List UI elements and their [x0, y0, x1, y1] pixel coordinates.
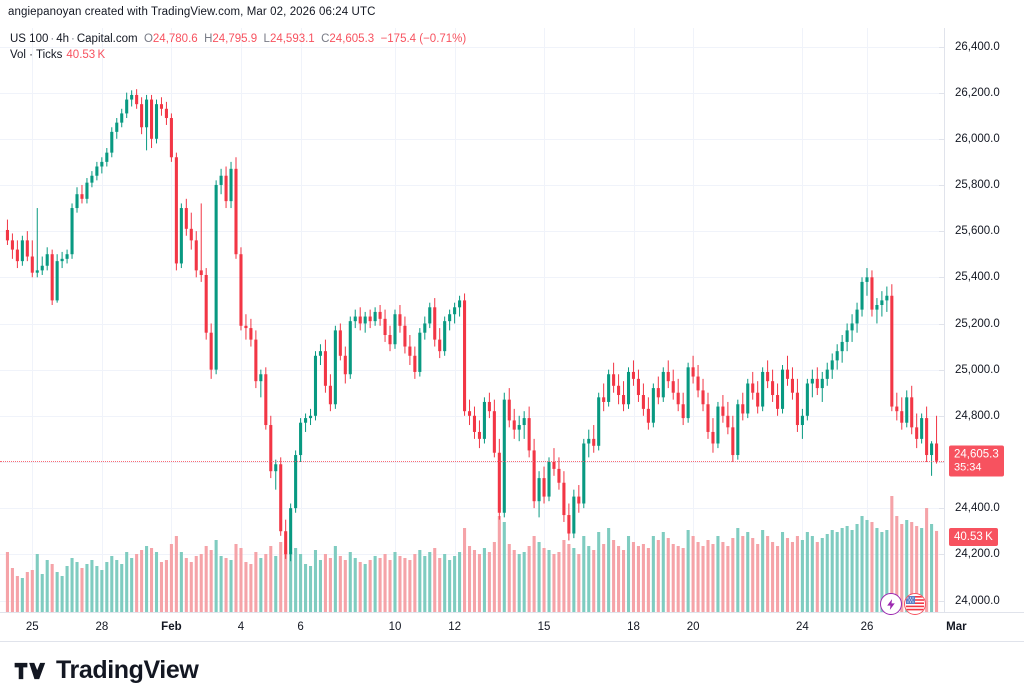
price-axis-tick-mark — [939, 138, 945, 140]
time-axis-tick-label: 4 — [237, 621, 245, 633]
grid-line-vertical — [300, 28, 302, 612]
lightning-bolt-icon[interactable] — [880, 593, 902, 615]
price-axis-tick-mark — [939, 415, 945, 417]
grid-line-vertical — [633, 28, 635, 612]
price-axis-tick-mark — [939, 46, 945, 48]
volume-series — [5, 496, 939, 612]
current-volume-value: 40.53 K — [954, 530, 993, 543]
grid-line-horizontal — [0, 369, 944, 371]
grid-line-horizontal — [0, 462, 944, 463]
price-axis-tick-label: 25,200.0 — [955, 317, 1000, 330]
grid-line-horizontal — [0, 323, 944, 325]
price-axis-tick-label: 25,800.0 — [955, 179, 1000, 191]
candlestick-series — [5, 89, 939, 562]
price-axis-tick-label: 26,000.0 — [955, 132, 1000, 145]
grid-line-vertical — [101, 28, 103, 612]
grid-line-vertical — [802, 28, 804, 612]
current-volume-badge: 40.53 K — [949, 527, 998, 546]
price-axis-tick-label: 24,000.0 — [955, 594, 1000, 607]
time-axis-tick-label: 6 — [297, 621, 304, 633]
price-axis-tick-mark — [939, 600, 945, 602]
price-axis-tick-mark — [939, 323, 945, 325]
price-axis-tick-mark — [939, 508, 945, 510]
time-axis-tick-label: 12 — [448, 621, 461, 633]
price-axis-tick-mark — [939, 185, 945, 186]
price-axis-tick-label: 25,000.0 — [955, 363, 1000, 376]
price-axis-tick-label: 24,200.0 — [955, 548, 1000, 561]
grid-line-horizontal — [0, 185, 944, 186]
current-price-line — [0, 460, 944, 462]
time-axis-tick-label: Feb — [161, 621, 182, 633]
time-axis-tick-label: 20 — [686, 621, 700, 633]
time-axis-tick-label: 25 — [25, 621, 39, 633]
price-axis-tick-label: 24,800.0 — [955, 409, 1000, 422]
footer-divider — [0, 641, 1024, 642]
grid-line-horizontal — [0, 415, 944, 417]
price-axis-tick-mark — [939, 277, 945, 279]
footer: TradingView — [0, 642, 1024, 699]
price-axis-tick-label: 25,600.0 — [955, 225, 1000, 238]
grid-line-horizontal — [0, 46, 944, 48]
grid-line-horizontal — [0, 508, 944, 510]
chart-corner-badges — [880, 593, 926, 615]
price-axis-tick-mark — [939, 554, 945, 556]
grid-line-horizontal — [0, 231, 944, 233]
tradingview-wordmark: TradingView — [56, 656, 199, 684]
price-axis-tick-mark — [939, 462, 945, 463]
grid-line-horizontal — [0, 554, 944, 556]
chart-pane[interactable] — [0, 28, 944, 612]
attribution-text: angiepanoyan created with TradingView.co… — [8, 6, 376, 18]
time-axis-tick-label: 18 — [627, 621, 640, 633]
us-flag-icon[interactable] — [904, 593, 926, 615]
grid-line-vertical — [867, 28, 868, 612]
grid-line-horizontal — [0, 138, 944, 140]
bar-countdown: 35:34 — [954, 461, 982, 474]
price-axis-tick-mark — [939, 92, 945, 94]
time-axis-tick-label: Mar — [946, 621, 967, 633]
tradingview-logo-icon — [14, 662, 46, 679]
tradingview-logo[interactable]: TradingView — [14, 656, 199, 685]
grid-line-horizontal — [0, 277, 944, 279]
price-axis-tick-label: 26,200.0 — [955, 86, 1000, 99]
grid-line-vertical — [171, 28, 173, 612]
time-axis-tick-label: 28 — [95, 621, 109, 633]
current-price-badge: 24,605.3 35:34 — [949, 445, 1004, 477]
time-axis-tick-label: 15 — [537, 621, 551, 633]
price-axis-tick-mark — [939, 231, 945, 233]
price-axis-tick-label: 24,400.0 — [955, 502, 1000, 515]
price-axis-tick-label: 26,400.0 — [955, 40, 1000, 53]
time-axis-tick-label: 26 — [860, 621, 874, 633]
grid-line-vertical — [32, 28, 34, 612]
time-axis-tick-label: 10 — [388, 621, 402, 633]
price-axis[interactable]: 26,400.0 26,200.0 26,000.0 25,800.0 25,600.0… — [939, 28, 1024, 612]
time-axis-tick-label: 24 — [795, 621, 809, 633]
grid-line-vertical — [544, 28, 545, 612]
price-axis-tick-label: 25,400.0 — [955, 271, 1000, 284]
price-axis-tick-mark — [939, 369, 945, 371]
current-price-value: 24,605.3 — [954, 448, 999, 461]
time-axis[interactable]: 25 28 Feb 4 6 10 12 15 18 20 24 26 Mar — [0, 612, 1024, 642]
grid-line-horizontal — [0, 92, 944, 94]
grid-line-horizontal — [0, 600, 944, 602]
grid-line-vertical — [693, 28, 695, 612]
